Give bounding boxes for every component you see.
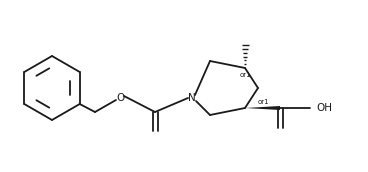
Text: O: O	[116, 93, 124, 103]
Text: or1: or1	[240, 72, 252, 78]
Text: OH: OH	[316, 103, 332, 113]
Text: or1: or1	[258, 99, 270, 105]
Polygon shape	[245, 106, 280, 110]
Text: N: N	[188, 93, 196, 103]
